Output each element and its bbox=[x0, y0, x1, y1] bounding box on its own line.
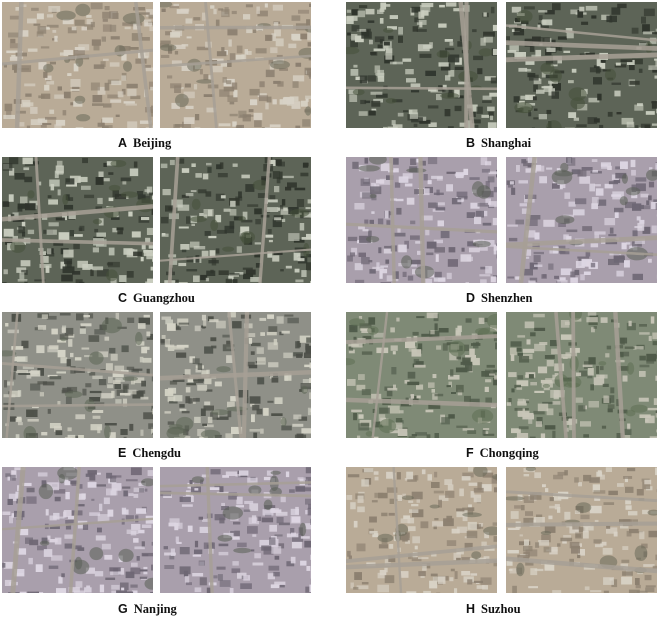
panel-city-name: Shanghai bbox=[481, 136, 532, 150]
panel-city-name: Chengdu bbox=[132, 446, 181, 460]
aerial-image-shenzhen-1 bbox=[346, 157, 497, 283]
panel-letter: E bbox=[118, 446, 127, 460]
aerial-image-shanghai-1 bbox=[346, 2, 497, 128]
panel-city-name: Chongqing bbox=[479, 446, 539, 460]
panel-caption: B Shanghai bbox=[466, 136, 531, 151]
panel-city-name: Shenzhen bbox=[481, 291, 533, 305]
panel-letter: B bbox=[466, 136, 476, 150]
panel-caption: G Nanjing bbox=[118, 602, 177, 617]
panel-caption: F Chongqing bbox=[466, 446, 539, 461]
panel-caption: H Suzhou bbox=[466, 602, 521, 617]
aerial-image-chengdu-1 bbox=[2, 312, 153, 438]
aerial-image-guangzhou-2 bbox=[160, 157, 311, 283]
panel-letter: C bbox=[118, 291, 128, 305]
aerial-image-chongqing-2 bbox=[506, 312, 657, 438]
aerial-image-nanjing-1 bbox=[2, 467, 153, 593]
aerial-image-chongqing-1 bbox=[346, 312, 497, 438]
aerial-image-suzhou-1 bbox=[346, 467, 497, 593]
panel-city-name: Suzhou bbox=[481, 602, 521, 616]
aerial-image-nanjing-2 bbox=[160, 467, 311, 593]
aerial-image-beijing-1 bbox=[2, 2, 153, 128]
panel-caption: E Chengdu bbox=[118, 446, 181, 461]
panel-caption: A Beijing bbox=[118, 136, 171, 151]
aerial-image-shenzhen-2 bbox=[506, 157, 657, 283]
panel-letter: F bbox=[466, 446, 474, 460]
panel-city-name: Guangzhou bbox=[133, 291, 195, 305]
panel-letter: G bbox=[118, 602, 128, 616]
panel-letter: A bbox=[118, 136, 128, 150]
aerial-image-shanghai-2 bbox=[506, 2, 657, 128]
aerial-image-guangzhou-1 bbox=[2, 157, 153, 283]
panel-letter: D bbox=[466, 291, 476, 305]
aerial-image-beijing-2 bbox=[160, 2, 311, 128]
panel-caption: D Shenzhen bbox=[466, 291, 532, 306]
aerial-image-suzhou-2 bbox=[506, 467, 657, 593]
panel-city-name: Beijing bbox=[133, 136, 172, 150]
panel-letter: H bbox=[466, 602, 476, 616]
panel-city-name: Nanjing bbox=[133, 602, 177, 616]
panel-caption: C Guangzhou bbox=[118, 291, 195, 306]
aerial-image-chengdu-2 bbox=[160, 312, 311, 438]
